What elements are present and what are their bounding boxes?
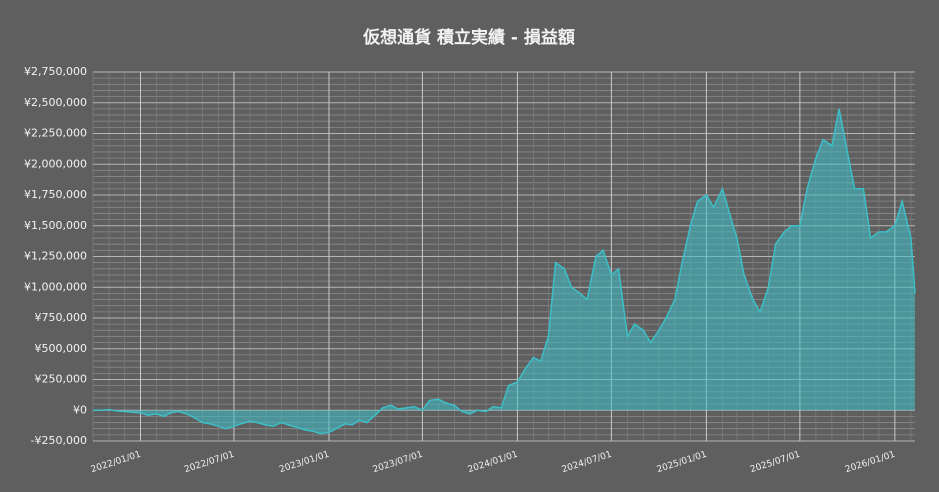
y-tick-label: ¥250,000 xyxy=(35,373,88,386)
y-tick-label: ¥0 xyxy=(73,403,87,416)
y-tick-label: ¥1,250,000 xyxy=(24,250,87,263)
y-tick-label: ¥750,000 xyxy=(35,311,88,324)
y-tick-label: ¥2,000,000 xyxy=(24,157,87,170)
y-tick-label: ¥1,750,000 xyxy=(24,188,87,201)
y-tick-label: ¥2,500,000 xyxy=(24,96,87,109)
area-fill xyxy=(93,108,915,434)
chart-title: 仮想通貨 積立実績 - 損益額 xyxy=(362,27,575,48)
y-tick-label: ¥2,250,000 xyxy=(24,127,87,140)
y-tick-label: ¥2,750,000 xyxy=(24,65,87,78)
area-line xyxy=(93,108,916,435)
y-tick-label: ¥500,000 xyxy=(35,342,88,355)
y-tick-label: -¥250,000 xyxy=(31,434,87,447)
y-tick-label: ¥1,500,000 xyxy=(24,219,87,232)
y-tick-label: ¥1,000,000 xyxy=(24,280,87,293)
